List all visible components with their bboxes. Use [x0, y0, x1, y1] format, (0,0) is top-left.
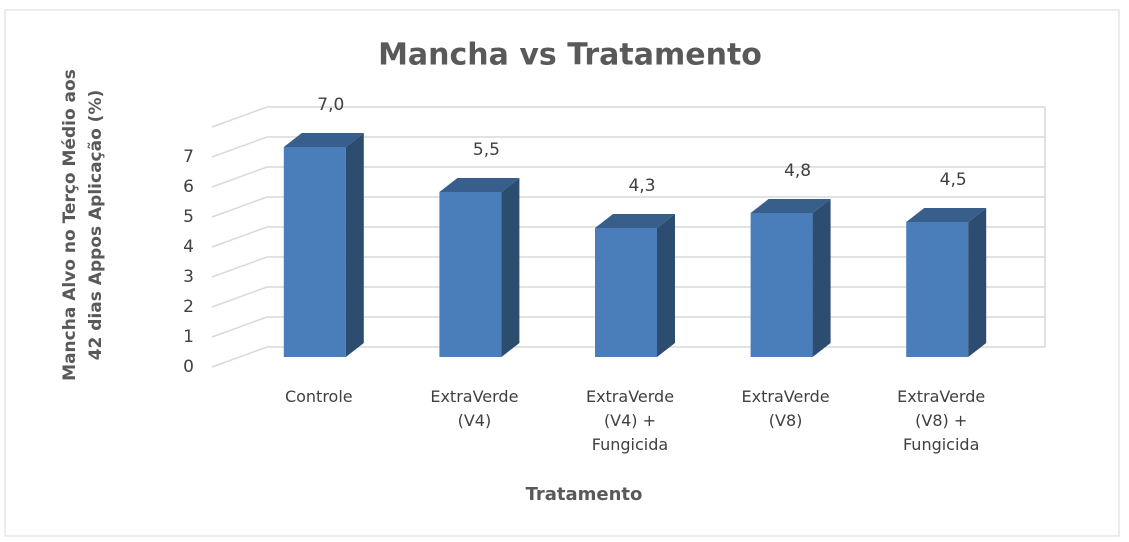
- bar-side: [657, 214, 675, 357]
- chart-border: [4, 9, 1120, 537]
- grid-line: [211, 166, 1045, 188]
- x-tick-label: ExtraVerde (V4) + Fungicida: [585, 387, 675, 454]
- grid-line: [211, 136, 1045, 158]
- bar-side: [345, 133, 364, 357]
- bar-top: [595, 214, 675, 228]
- chart-title: Mancha vs Tratamento: [378, 38, 762, 73]
- y-tick-label: 4: [183, 237, 194, 257]
- data-label: 5,5: [473, 140, 500, 160]
- bar-top: [283, 133, 364, 147]
- bar: [439, 192, 502, 357]
- data-label: 4,5: [940, 170, 967, 190]
- grid-line: [211, 106, 1045, 128]
- bar: [595, 228, 657, 357]
- y-tick-label: 7: [183, 147, 194, 167]
- x-tick-label: ExtraVerde (V8) + Fungicida: [897, 387, 986, 454]
- bar-top: [750, 199, 831, 213]
- y-tick-label: 5: [183, 207, 194, 227]
- x-axis-label: Tratamento: [526, 484, 643, 505]
- x-tick-label: Controle: [284, 387, 353, 406]
- y-tick-label: 2: [183, 297, 194, 317]
- bar-side: [812, 199, 831, 357]
- data-label: 7,0: [317, 95, 344, 115]
- bar-side: [968, 208, 987, 357]
- data-label: 4,3: [628, 176, 655, 196]
- bar-top: [906, 208, 987, 222]
- y-tick-label: 3: [183, 267, 194, 287]
- grid-line: [211, 196, 1045, 218]
- data-label: 4,8: [784, 161, 811, 181]
- bar: [283, 147, 346, 357]
- bar: [906, 222, 969, 357]
- y-axis-label: Mancha Alvo no Terço Médio aos 42 dias A…: [60, 69, 106, 381]
- bar: [750, 213, 813, 357]
- y-tick-label: 0: [183, 357, 194, 377]
- y-tick-label: 6: [183, 177, 194, 197]
- bar-top: [439, 178, 520, 192]
- y-tick-label: 1: [183, 327, 194, 347]
- x-tick-label: ExtraVerde (V8): [741, 387, 830, 430]
- bar-side: [501, 178, 520, 357]
- x-tick-label: ExtraVerde (V4): [430, 387, 519, 430]
